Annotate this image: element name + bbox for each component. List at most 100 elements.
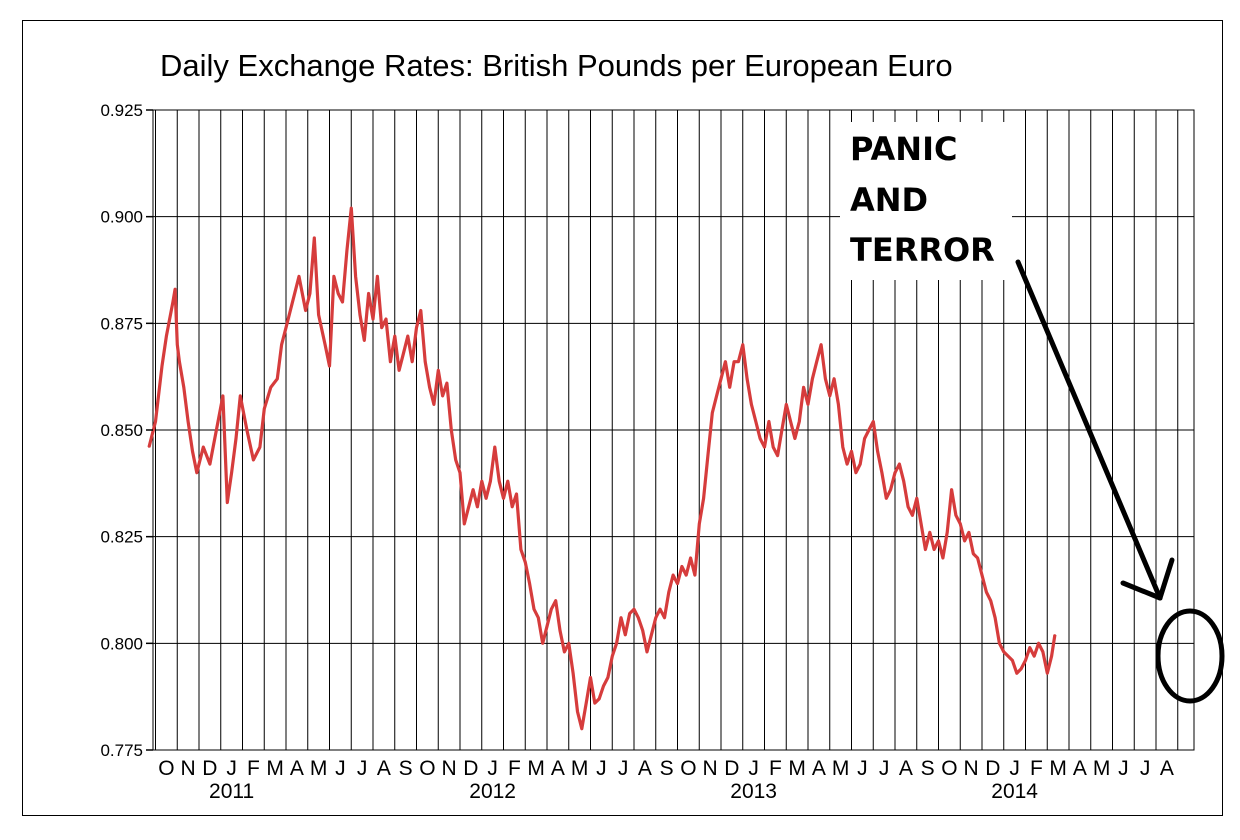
data-point xyxy=(628,612,631,615)
data-point xyxy=(1037,642,1040,645)
data-point xyxy=(702,497,705,500)
data-point xyxy=(559,629,561,632)
y-tick-label: 0.925 xyxy=(100,101,143,120)
annotation-box xyxy=(840,122,1012,280)
data-point xyxy=(515,493,518,495)
data-point xyxy=(946,531,948,534)
x-month-label: N xyxy=(442,757,457,780)
data-point xyxy=(768,420,770,423)
data-point xyxy=(937,540,940,542)
data-point xyxy=(998,642,1001,645)
x-month-label: J xyxy=(596,757,607,780)
x-year-label: 2014 xyxy=(991,780,1038,803)
x-month-label: N xyxy=(964,757,979,780)
x-month-label: M xyxy=(266,757,284,780)
data-point xyxy=(837,403,840,406)
data-point xyxy=(441,395,444,397)
data-point xyxy=(280,343,283,346)
data-point xyxy=(672,574,674,576)
data-point xyxy=(720,378,722,380)
data-point xyxy=(568,642,570,645)
x-year-label: 2012 xyxy=(469,780,516,803)
data-point xyxy=(528,582,531,585)
data-point xyxy=(485,497,487,500)
data-point xyxy=(994,616,996,619)
data-point xyxy=(755,420,757,423)
data-point xyxy=(676,582,679,585)
data-point xyxy=(341,301,344,303)
data-point xyxy=(589,676,592,679)
x-month-label: D xyxy=(202,757,217,780)
x-month-label: M xyxy=(527,757,545,780)
y-tick-label: 0.875 xyxy=(100,314,143,333)
series-group xyxy=(147,206,1057,731)
data-point xyxy=(602,685,605,687)
data-point xyxy=(489,480,492,483)
data-point xyxy=(1011,659,1014,662)
data-point xyxy=(663,616,666,619)
data-point xyxy=(541,642,544,645)
x-month-label: S xyxy=(921,757,935,780)
data-point xyxy=(291,301,294,303)
data-point xyxy=(372,318,374,320)
x-month-label: D xyxy=(724,757,739,780)
x-year-label: 2013 xyxy=(730,780,777,803)
x-month-label: M xyxy=(832,757,850,780)
data-point xyxy=(868,429,870,431)
data-point xyxy=(607,676,609,679)
x-month-label: O xyxy=(680,757,696,780)
data-point xyxy=(916,497,918,500)
x-month-label: F xyxy=(769,757,782,780)
data-point xyxy=(454,459,457,461)
annotation-line-1: PANIC xyxy=(850,130,957,168)
chart-frame xyxy=(22,20,1223,816)
y-tick-label: 0.850 xyxy=(100,421,143,440)
data-point xyxy=(641,629,644,632)
data-point xyxy=(594,702,596,704)
data-point xyxy=(309,292,311,295)
data-point xyxy=(481,480,483,483)
data-point xyxy=(467,506,470,508)
data-point xyxy=(933,548,935,551)
data-point xyxy=(611,655,614,657)
data-point xyxy=(959,523,962,525)
x-month-label: A xyxy=(551,757,565,780)
x-month-label: J xyxy=(748,757,759,780)
data-point xyxy=(763,446,766,448)
data-point xyxy=(209,463,211,465)
data-point xyxy=(750,403,753,406)
x-month-label: J xyxy=(487,757,498,780)
x-month-label: J xyxy=(226,757,237,780)
data-point xyxy=(328,365,331,367)
data-point xyxy=(165,335,168,337)
x-month-label: F xyxy=(1030,757,1043,780)
data-point xyxy=(446,382,448,384)
data-point xyxy=(533,608,535,610)
data-point xyxy=(737,360,740,363)
data-point xyxy=(963,540,966,542)
data-point xyxy=(576,710,579,713)
x-month-label: M xyxy=(788,757,806,780)
data-point xyxy=(811,378,814,380)
y-tick-label: 0.900 xyxy=(100,208,143,227)
x-month-label: O xyxy=(158,757,174,780)
data-point xyxy=(842,446,844,448)
data-point xyxy=(546,625,548,628)
data-point xyxy=(581,727,583,730)
data-point xyxy=(615,642,618,645)
data-point xyxy=(694,574,696,576)
data-point xyxy=(872,420,875,423)
data-point xyxy=(815,360,818,363)
annotation-line-3: TERROR xyxy=(850,231,995,269)
x-month-label: N xyxy=(703,757,718,780)
data-point xyxy=(855,471,857,474)
data-point xyxy=(772,446,774,448)
x-month-label: J xyxy=(357,757,368,780)
arrow-shaft xyxy=(1015,259,1163,601)
data-point xyxy=(502,497,505,500)
data-point xyxy=(620,616,622,619)
data-point xyxy=(1050,655,1053,657)
data-point xyxy=(876,450,879,453)
data-point xyxy=(711,412,714,414)
